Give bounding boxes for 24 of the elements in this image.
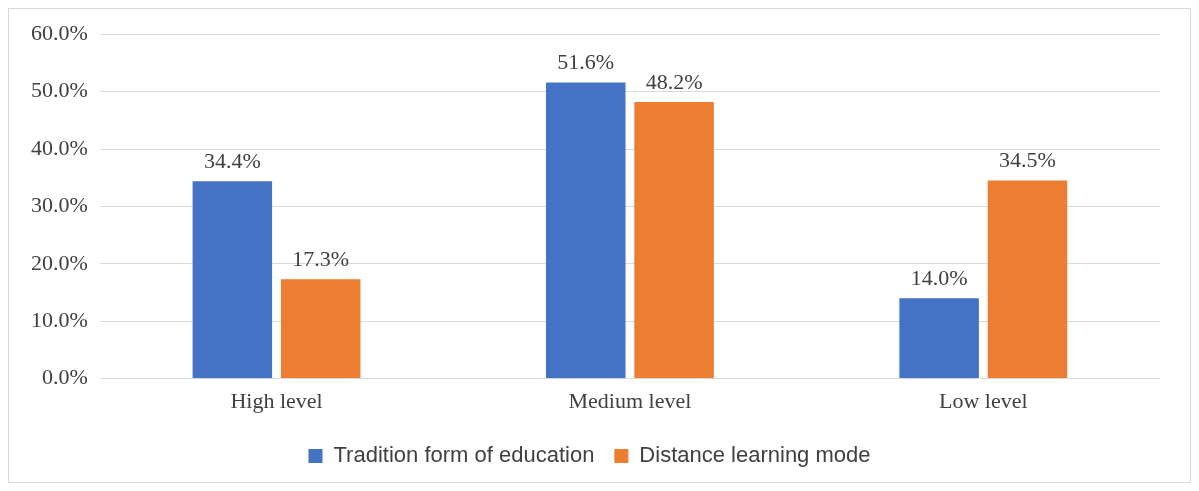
legend-label: Distance learning mode — [639, 442, 871, 468]
data-label: 34.4% — [203, 147, 261, 173]
data-label: 48.2% — [645, 68, 703, 94]
y-tick-label: 20.0% — [31, 249, 88, 275]
y-tick-label: 40.0% — [31, 134, 88, 160]
y-tick-label: 10.0% — [31, 306, 88, 332]
data-label: 51.6% — [557, 49, 615, 75]
y-tick-label: 30.0% — [31, 192, 88, 218]
bar — [192, 181, 273, 379]
x-tick-label: Medium level — [568, 387, 692, 413]
bar — [899, 298, 979, 379]
y-tick-label: 60.0% — [31, 19, 88, 45]
x-tick-label: Low level — [939, 387, 1028, 413]
y-tick-label: 50.0% — [31, 77, 88, 103]
bar — [280, 279, 361, 379]
data-label: 14.0% — [910, 265, 968, 291]
bar — [634, 101, 714, 379]
y-tick-label: 0.0% — [42, 364, 88, 390]
data-label: 34.5% — [999, 147, 1056, 173]
bar — [545, 82, 626, 379]
data-label: 17.3% — [292, 246, 350, 272]
x-tick-label: High level — [230, 387, 323, 413]
bar — [987, 180, 1068, 379]
legend-label: Tradition form of education — [333, 442, 595, 468]
